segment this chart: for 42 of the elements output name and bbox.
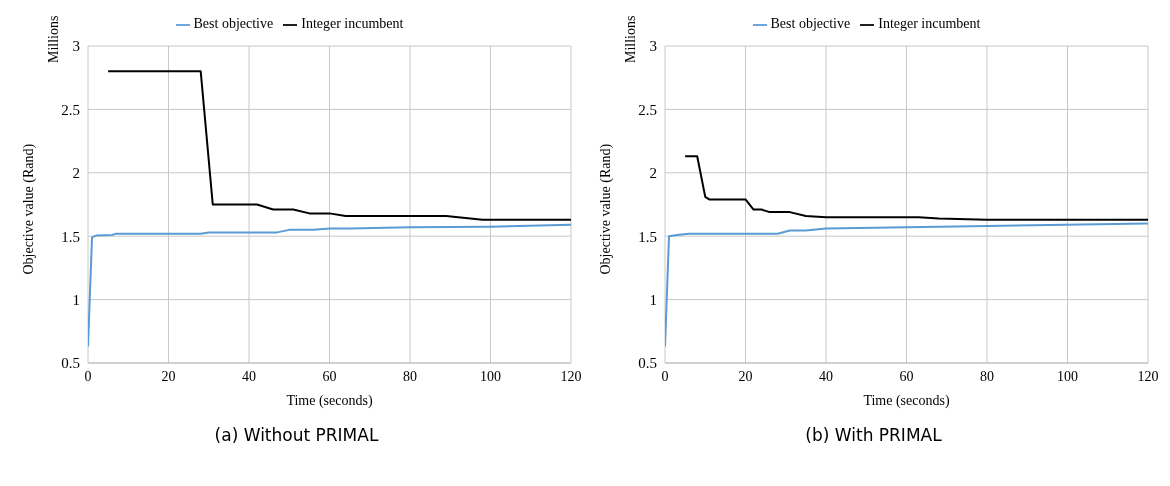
y-tick-label: 2 bbox=[72, 165, 80, 182]
x-tick-label: 100 bbox=[480, 368, 501, 384]
line-series bbox=[88, 223, 571, 348]
x-tick-label: 40 bbox=[819, 368, 833, 384]
x-tick-label: 80 bbox=[403, 368, 417, 384]
x-tick-label: 120 bbox=[1137, 368, 1159, 384]
x-tick-label: 0 bbox=[661, 368, 669, 384]
x-tick-label: 40 bbox=[242, 368, 256, 384]
x-tick-label: 20 bbox=[161, 368, 176, 384]
y-tick-label: 1.5 bbox=[638, 228, 657, 245]
y-tick-label: 0.5 bbox=[638, 355, 657, 372]
x-tick-label: 100 bbox=[1057, 368, 1078, 384]
y-tick-label: 1 bbox=[649, 291, 657, 308]
line-series bbox=[684, 155, 1148, 221]
x-axis-title: Time (seconds) bbox=[286, 393, 373, 409]
y-tick-label: 1.5 bbox=[61, 228, 80, 245]
x-tick-label: 120 bbox=[560, 368, 582, 384]
text: (b) With PRIMAL bbox=[804, 425, 943, 445]
y-tick-label: 2.5 bbox=[638, 101, 657, 118]
y-axis-title: Objective value (Rand) bbox=[597, 143, 614, 275]
text: Millions bbox=[46, 15, 62, 63]
y-tick-label: 2.5 bbox=[61, 101, 80, 118]
x-axis-title: Time (seconds) bbox=[863, 393, 950, 409]
x-tick-label: 20 bbox=[738, 368, 753, 384]
y-tick-label: 1 bbox=[72, 291, 80, 308]
y-tick-label: 3 bbox=[72, 38, 80, 55]
x-tick-label: 80 bbox=[980, 368, 994, 384]
legend-label: Best objective bbox=[770, 16, 851, 31]
x-tick-label: 60 bbox=[899, 368, 914, 384]
text: Millions bbox=[623, 15, 639, 63]
y-axis-title: Objective value (Rand) bbox=[20, 143, 37, 275]
line-series bbox=[107, 70, 571, 221]
x-tick-label: 60 bbox=[322, 368, 337, 384]
y-tick-label: 2 bbox=[649, 165, 657, 182]
line-series bbox=[665, 222, 1148, 348]
legend-label: Best objective bbox=[193, 16, 274, 31]
x-tick-label: 0 bbox=[84, 368, 92, 384]
legend-label: Integer incumbent bbox=[878, 16, 981, 31]
text: (a) Without PRIMAL bbox=[213, 425, 380, 445]
y-tick-label: 0.5 bbox=[61, 355, 80, 372]
legend-label: Integer incumbent bbox=[301, 16, 404, 31]
y-tick-label: 3 bbox=[649, 38, 657, 55]
